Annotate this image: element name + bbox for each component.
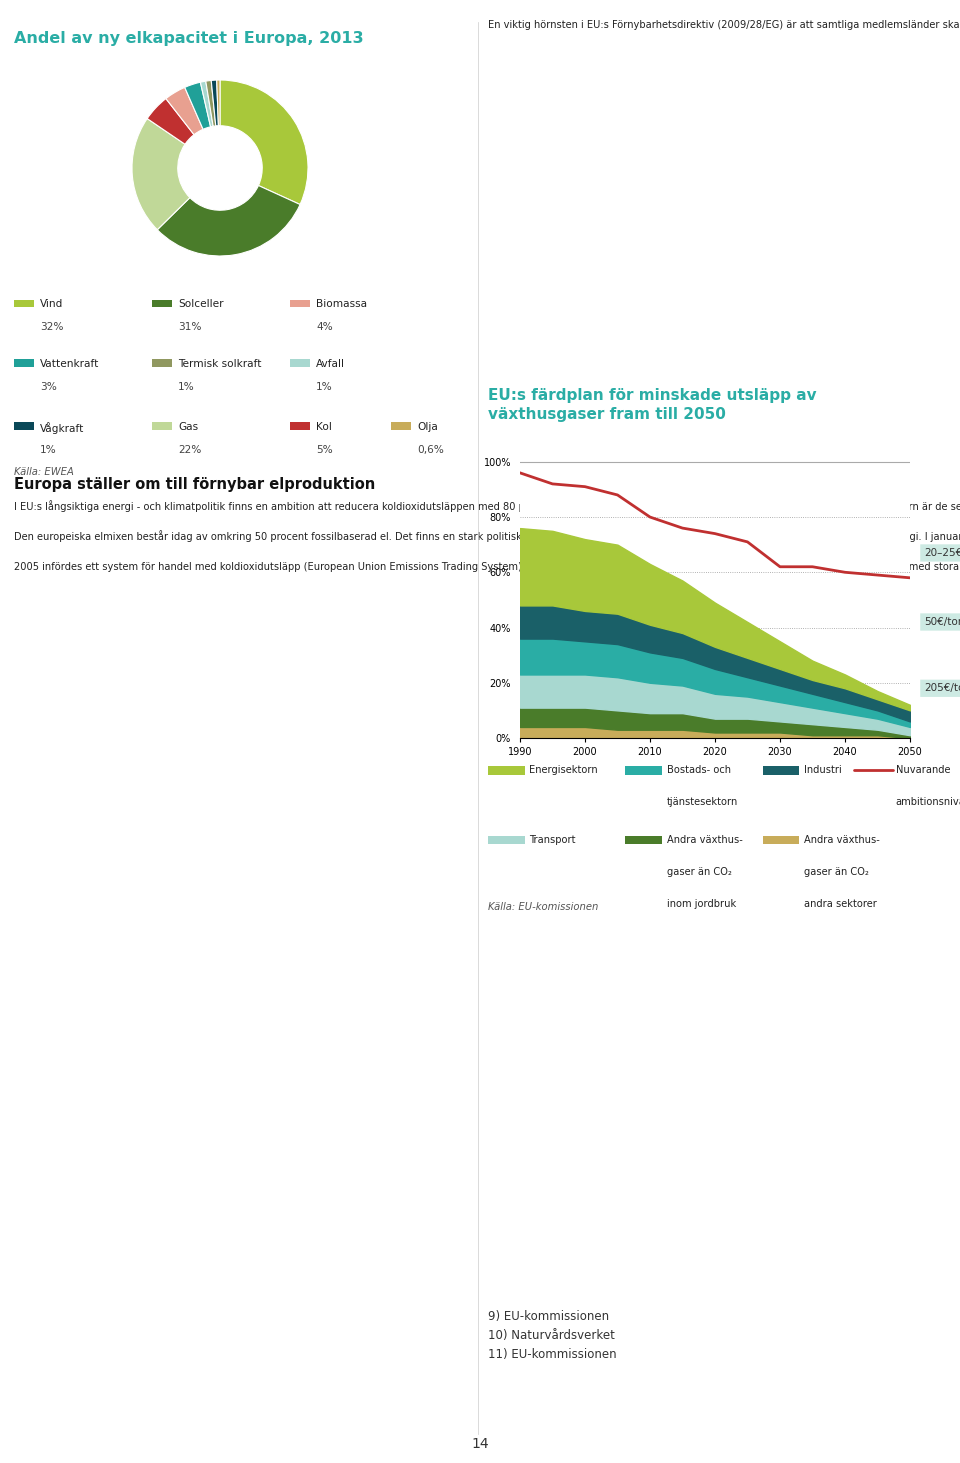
Text: 9) EU-kommissionen
10) Naturvårdsverket
11) EU-kommissionen: 9) EU-kommissionen 10) Naturvårdsverket …: [488, 1309, 616, 1361]
Wedge shape: [205, 80, 216, 126]
Text: 1%: 1%: [316, 382, 333, 392]
Text: Industri: Industri: [804, 765, 842, 775]
Text: Energisektorn: Energisektorn: [529, 765, 598, 775]
Text: Avfall: Avfall: [316, 358, 345, 369]
Bar: [290, 300, 310, 307]
Text: 3%: 3%: [40, 382, 57, 392]
Text: 5%: 5%: [316, 445, 333, 455]
Text: 205€/ton: 205€/ton: [924, 683, 960, 693]
Wedge shape: [166, 88, 204, 135]
Text: 0,6%: 0,6%: [418, 445, 444, 455]
Text: 31%: 31%: [179, 322, 202, 332]
Text: Bostads- och: Bostads- och: [666, 765, 731, 775]
Bar: [488, 767, 524, 775]
Bar: [763, 835, 800, 844]
Text: 4%: 4%: [316, 322, 333, 332]
Text: gaser än CO₂: gaser än CO₂: [666, 868, 732, 876]
Text: Europa ställer om till förnybar elproduktion: Europa ställer om till förnybar elproduk…: [14, 477, 375, 492]
Wedge shape: [220, 80, 308, 205]
Wedge shape: [201, 80, 213, 127]
Wedge shape: [184, 82, 210, 129]
Text: Kol: Kol: [316, 421, 332, 432]
Text: I EU:s långsiktiga energi - och klimatpolitik finns en ambition att reducera kol: I EU:s långsiktiga energi - och klimatpo…: [14, 500, 960, 572]
Text: tjänstesektorn: tjänstesektorn: [666, 797, 738, 808]
Bar: [763, 767, 800, 775]
Text: Gas: Gas: [179, 421, 198, 432]
Wedge shape: [157, 186, 300, 256]
Text: 22%: 22%: [179, 445, 202, 455]
Bar: [625, 767, 662, 775]
Text: Andra växthus-: Andra växthus-: [804, 835, 880, 846]
Text: 14: 14: [471, 1437, 489, 1451]
Text: 20–25€/ton: 20–25€/ton: [924, 549, 960, 557]
Bar: [392, 423, 412, 430]
Text: Källa: EU-komissionen: Källa: EU-komissionen: [488, 901, 598, 911]
Text: Andel av ny elkapacitet i Europa, 2013: Andel av ny elkapacitet i Europa, 2013: [14, 31, 364, 45]
Text: Andra växthus-: Andra växthus-: [666, 835, 742, 846]
Text: Solceller: Solceller: [179, 300, 224, 310]
Text: Olja: Olja: [418, 421, 438, 432]
Wedge shape: [132, 119, 190, 230]
Text: Vågkraft: Vågkraft: [40, 421, 84, 435]
Text: gaser än CO₂: gaser än CO₂: [804, 868, 869, 876]
Text: Biomassa: Biomassa: [316, 300, 368, 310]
Text: 1%: 1%: [40, 445, 57, 455]
Text: En viktig hörnsten i EU:s Förnybarhetsdirektiv (2009/28/EG) är att samtliga medl: En viktig hörnsten i EU:s Förnybarhetsdi…: [488, 18, 960, 29]
Text: Nuvarande: Nuvarande: [896, 765, 950, 775]
Bar: [290, 360, 310, 367]
Text: 50€/ton: 50€/ton: [924, 617, 960, 628]
Bar: [290, 423, 310, 430]
Bar: [625, 835, 662, 844]
Text: andra sektorer: andra sektorer: [804, 898, 876, 909]
Wedge shape: [217, 80, 220, 126]
Bar: [14, 300, 35, 307]
Text: 1%: 1%: [179, 382, 195, 392]
Bar: [14, 423, 35, 430]
Bar: [152, 423, 172, 430]
Text: ambitionsnivå: ambitionsnivå: [896, 797, 960, 808]
Wedge shape: [147, 98, 194, 145]
Text: Transport: Transport: [529, 835, 576, 846]
Bar: [152, 300, 172, 307]
Text: Källa: EWEA: Källa: EWEA: [14, 467, 74, 477]
Text: Termisk solkraft: Termisk solkraft: [179, 358, 262, 369]
Text: Vattenkraft: Vattenkraft: [40, 358, 100, 369]
Text: EU:s färdplan för minskade utsläpp av
växthusgaser fram till 2050: EU:s färdplan för minskade utsläpp av vä…: [488, 388, 817, 423]
Wedge shape: [211, 80, 219, 126]
Text: inom jordbruk: inom jordbruk: [666, 898, 736, 909]
Bar: [488, 835, 524, 844]
Bar: [14, 360, 35, 367]
Text: Vind: Vind: [40, 300, 63, 310]
Text: 32%: 32%: [40, 322, 63, 332]
Bar: [152, 360, 172, 367]
